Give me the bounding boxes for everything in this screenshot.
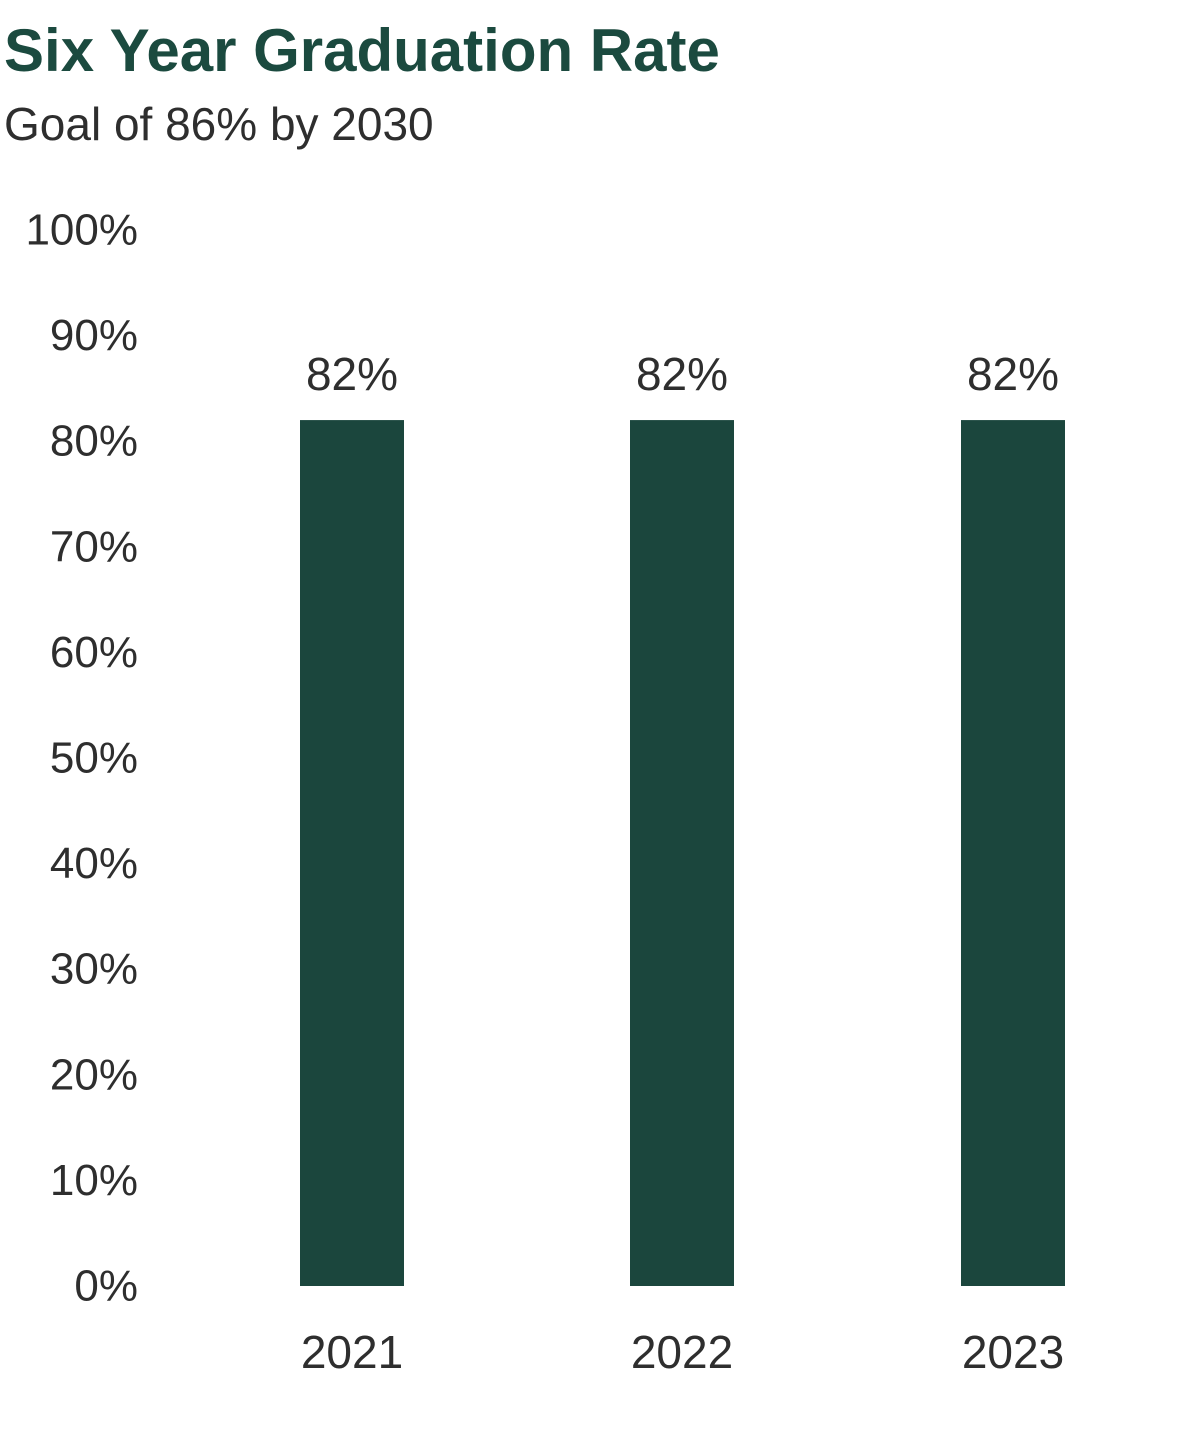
y-axis: 0% 10% 20% 30% 40% 50% 60% 70% 80% 90% 100% bbox=[25, 206, 138, 1311]
y-tick-label: 90% bbox=[50, 311, 138, 360]
y-tick-label: 30% bbox=[50, 945, 138, 994]
bar-2022 bbox=[630, 420, 734, 1287]
y-tick-label: 60% bbox=[50, 628, 138, 677]
data-label-2022: 82% bbox=[636, 348, 728, 400]
y-tick-label: 40% bbox=[50, 839, 138, 888]
bar-2021 bbox=[300, 420, 404, 1287]
chart-subtitle: Goal of 86% by 2030 bbox=[4, 98, 434, 150]
y-tick-label: 0% bbox=[74, 1262, 138, 1311]
y-tick-label: 10% bbox=[50, 1156, 138, 1205]
y-tick-label: 70% bbox=[50, 522, 138, 571]
y-tick-label: 80% bbox=[50, 417, 138, 466]
chart-title: Six Year Graduation Rate bbox=[4, 17, 720, 84]
x-tick-label: 2021 bbox=[301, 1326, 403, 1378]
data-labels: 82% 82% 82% bbox=[306, 348, 1059, 400]
data-label-2021: 82% bbox=[306, 348, 398, 400]
bar-2023 bbox=[961, 420, 1065, 1287]
data-label-2023: 82% bbox=[967, 348, 1059, 400]
x-tick-label: 2022 bbox=[631, 1326, 733, 1378]
y-tick-label: 100% bbox=[25, 206, 138, 255]
y-tick-label: 50% bbox=[50, 734, 138, 783]
bars bbox=[300, 420, 1065, 1287]
y-tick-label: 20% bbox=[50, 1050, 138, 1099]
x-tick-label: 2023 bbox=[962, 1326, 1064, 1378]
x-axis: 2021 2022 2023 bbox=[301, 1326, 1064, 1378]
